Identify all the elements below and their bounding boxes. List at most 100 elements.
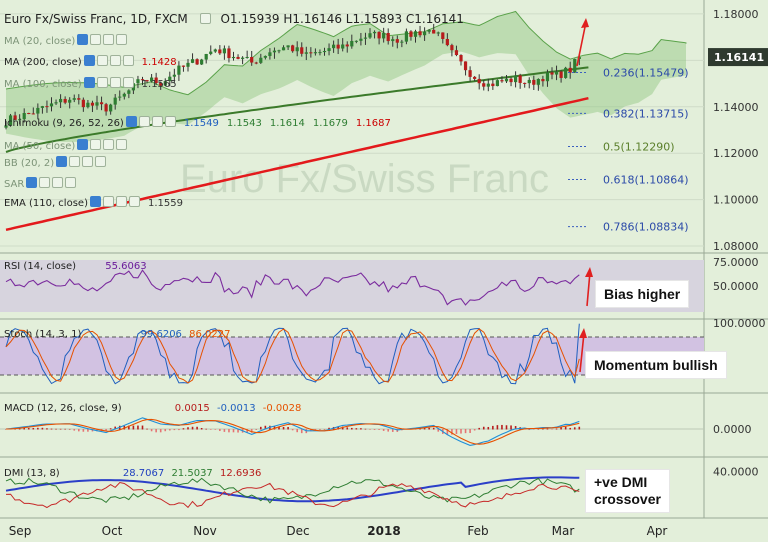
candle-body <box>359 38 363 41</box>
macd-signal-value: -0.0028 <box>262 403 302 414</box>
close-icon[interactable] <box>116 139 128 150</box>
dmi-annotation-line1: +ve DMI <box>594 474 648 490</box>
candle-body <box>450 45 454 51</box>
candle-body <box>436 32 440 34</box>
indicator-label: Ichimoku (9, 26, 52, 26) <box>4 118 124 129</box>
candle-body <box>295 47 299 52</box>
plus-icon[interactable] <box>151 116 163 127</box>
close-icon[interactable] <box>122 55 134 66</box>
candle-body <box>504 78 509 82</box>
ohlc-readout: O1.15939 H1.16146 L1.15893 C1.16141 <box>220 12 464 26</box>
close-icon[interactable] <box>122 77 134 88</box>
indicator-legend-row[interactable]: MA (50, close) <box>4 139 128 152</box>
candle-body <box>427 29 431 32</box>
candle-body <box>332 44 336 49</box>
dmi-minus-line <box>5 481 580 509</box>
close-icon[interactable] <box>95 156 107 167</box>
close-icon[interactable] <box>65 177 77 188</box>
ma200-line <box>5 96 589 232</box>
candle-body <box>550 72 554 75</box>
x-tick-label: 2018 <box>367 524 400 538</box>
indicator-value: 1.1687 <box>355 118 391 129</box>
candle-body <box>209 51 213 54</box>
gear-icon[interactable] <box>102 196 114 207</box>
candle-body <box>523 82 527 84</box>
indicator-legend-row[interactable]: EMA (110, close) 1.1559 <box>4 196 183 209</box>
plus-icon[interactable] <box>109 77 121 88</box>
eye-icon[interactable] <box>56 156 68 167</box>
gear-icon[interactable] <box>39 177 51 188</box>
plus-icon[interactable] <box>103 34 115 45</box>
indicator-legend-row[interactable]: MA (100, close) 1.1565 <box>4 77 177 90</box>
plus-icon[interactable] <box>52 177 64 188</box>
candle-body <box>77 98 81 100</box>
eye-icon[interactable] <box>199 13 211 24</box>
symbol-title[interactable]: Euro Fx/Swiss Franc, 1D, FXCM <box>4 12 188 26</box>
eye-icon[interactable] <box>83 55 95 66</box>
x-tick-label: Apr <box>647 524 668 538</box>
plus-icon[interactable] <box>82 156 94 167</box>
plus-icon[interactable] <box>109 55 121 66</box>
eye-icon[interactable] <box>125 116 137 127</box>
candle-body <box>454 50 459 56</box>
close-icon[interactable] <box>164 116 176 127</box>
stoch-legend: Stoch (14, 3, 1) 99.6206 86.0227 <box>4 329 230 340</box>
close-icon[interactable] <box>116 34 128 45</box>
dmi-adx-value: 28.7067 <box>122 468 165 479</box>
stoch-k-line <box>5 323 580 385</box>
gear-icon[interactable] <box>96 55 108 66</box>
eye-icon[interactable] <box>89 196 101 207</box>
stoch-d-value: 86.0227 <box>189 329 231 340</box>
candle-body <box>318 52 322 54</box>
stoch-k-value: 99.6206 <box>140 329 182 340</box>
indicator-label: MA (200, close) <box>4 57 82 68</box>
candle-body <box>236 56 240 59</box>
candle-body <box>395 39 399 43</box>
gear-icon[interactable] <box>96 77 108 88</box>
candle-body <box>268 52 272 56</box>
candle-body <box>432 29 436 34</box>
indicator-legend-row[interactable]: BB (20, 2) <box>4 156 107 169</box>
y-tick-label: 1.08000 <box>713 240 759 253</box>
candle-body <box>322 51 327 53</box>
arrow-shaft <box>579 332 585 373</box>
candle-body <box>259 57 263 63</box>
candle-body <box>150 77 154 82</box>
eye-icon[interactable] <box>83 77 95 88</box>
indicator-legend-row[interactable]: MA (20, close) <box>4 34 128 47</box>
indicator-legend-row[interactable]: MA (200, close) 1.1428 <box>4 55 177 68</box>
dmi-annotation: +ve DMI crossover <box>585 469 670 513</box>
indicator-legend-row[interactable]: Ichimoku (9, 26, 52, 26) 1.1549 1.1543 1.16… <box>4 116 391 129</box>
candle-body <box>559 71 563 78</box>
indicator-label: MA (20, close) <box>4 36 76 47</box>
ichimoku-span-a <box>5 10 687 96</box>
arrow-head <box>585 267 593 277</box>
gear-icon[interactable] <box>138 116 150 127</box>
fib-level-label: 0.618(1.10864) <box>603 174 689 187</box>
candle-body <box>72 98 76 100</box>
candle-body <box>509 78 513 83</box>
plus-icon[interactable] <box>115 196 127 207</box>
gear-icon[interactable] <box>69 156 81 167</box>
indicator-value: 1.1543 <box>226 118 262 129</box>
candle-body <box>136 79 140 84</box>
candle-body <box>541 79 545 82</box>
gear-icon[interactable] <box>90 34 102 45</box>
indicator-label: SAR <box>4 179 25 190</box>
candle-body <box>463 61 468 71</box>
indicator-legend-row[interactable]: SAR <box>4 177 77 190</box>
stoch-label: Stoch (14, 3, 1) <box>4 329 82 340</box>
candle-body <box>309 52 313 54</box>
candle-body <box>159 83 163 86</box>
candle-body <box>281 47 286 51</box>
eye-icon[interactable] <box>26 177 38 188</box>
candle-body <box>163 81 167 86</box>
plus-icon[interactable] <box>103 139 115 150</box>
eye-icon[interactable] <box>77 34 89 45</box>
close-icon[interactable] <box>128 196 140 207</box>
candle-body <box>277 50 281 52</box>
candle-body <box>181 65 186 67</box>
eye-icon[interactable] <box>77 139 89 150</box>
gear-icon[interactable] <box>90 139 102 150</box>
